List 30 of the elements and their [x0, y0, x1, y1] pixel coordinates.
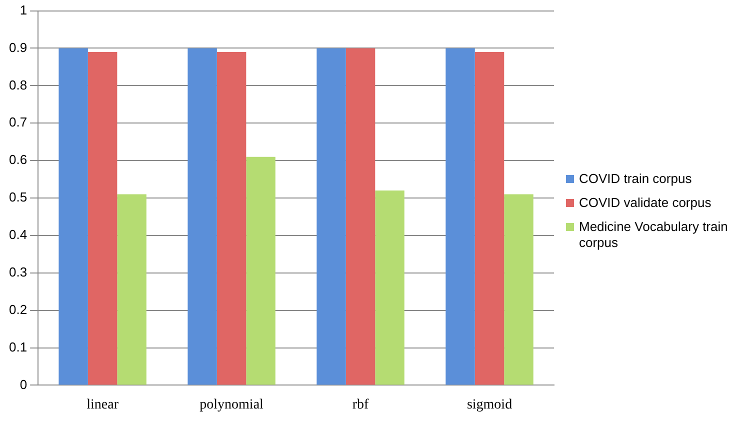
bar: [246, 156, 276, 385]
bar: [446, 48, 475, 385]
bar: [216, 52, 246, 385]
bar: [346, 48, 376, 385]
y-tick-label: 0.7: [8, 114, 28, 130]
x-tick-label: polynomial: [200, 397, 264, 412]
bar: [58, 48, 88, 385]
bar: [88, 52, 118, 385]
y-tick-label: 0.8: [8, 77, 28, 92]
legend-label: COVID validate corpus: [579, 195, 712, 211]
x-tick-label: sigmoid: [466, 397, 512, 412]
legend-label: COVID train corpus: [579, 171, 692, 187]
y-tick-label: 0.5: [8, 190, 28, 205]
bar: [375, 190, 404, 385]
x-tick-label: linear: [86, 397, 119, 412]
y-tick-label: 0.6: [8, 152, 28, 168]
x-tick-label: rbf: [352, 397, 370, 412]
y-tick-label: 0.2: [8, 302, 28, 317]
bar: [188, 48, 217, 385]
y-tick-label: 0: [20, 376, 28, 392]
y-tick-label: 0.3: [8, 264, 28, 280]
bar: [316, 48, 346, 385]
bar: [474, 52, 504, 385]
bar: [504, 194, 534, 385]
y-tick-label: 0.1: [8, 339, 28, 354]
y-tick-label: 0.4: [8, 227, 28, 242]
bar: [117, 194, 146, 385]
y-tick-label: 0.9: [8, 40, 28, 55]
y-tick-label: 1: [20, 2, 28, 18]
legend-label: Medicine Vocabulary train corpus: [579, 219, 729, 251]
